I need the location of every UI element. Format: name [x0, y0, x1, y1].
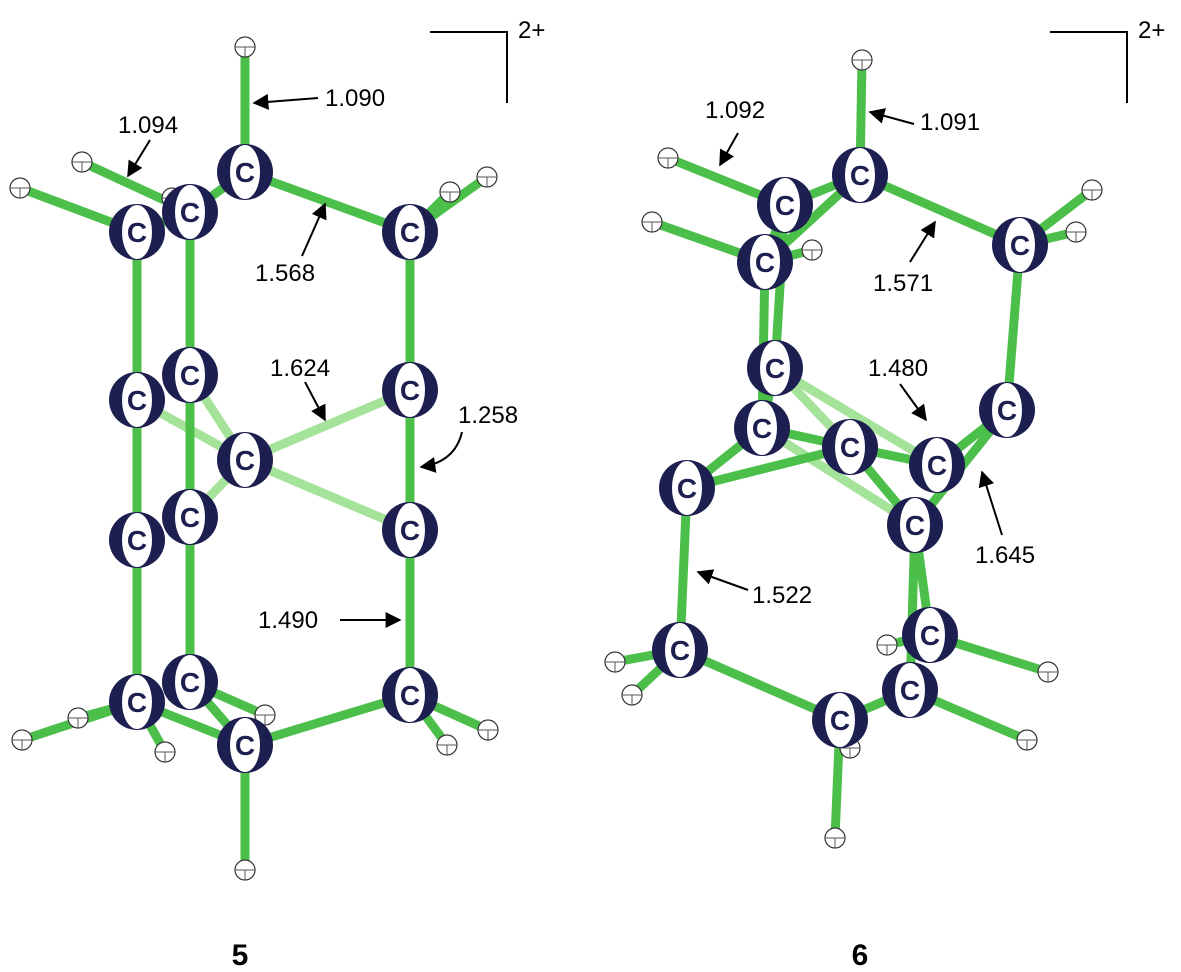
scene: CCCCCCCCCCCCCCCCCCCCCCCCCCCCCC 2+ 2+ 1.0… — [0, 0, 1181, 972]
arrow — [305, 382, 325, 420]
bond-label: 1.258 — [458, 402, 518, 429]
atom-label: C — [670, 635, 690, 666]
bond-label: 1.090 — [325, 85, 385, 112]
arrow — [698, 572, 748, 590]
bond-label: 1.480 — [868, 355, 928, 382]
bond-label: 1.091 — [920, 109, 980, 136]
atom-label: C — [997, 395, 1017, 426]
arrow — [910, 222, 935, 262]
atom-label: C — [127, 525, 147, 556]
bond-label: 1.522 — [752, 582, 812, 609]
atom-label: C — [400, 515, 420, 546]
compound-number: 5 — [232, 939, 249, 972]
atom-label: C — [180, 360, 200, 391]
bond-label: 1.094 — [118, 112, 178, 139]
atom-label: C — [235, 157, 255, 188]
bond-label: 1.092 — [705, 97, 765, 124]
bond-label: 1.568 — [255, 260, 315, 287]
arrow — [900, 384, 926, 420]
atom-label: C — [127, 385, 147, 416]
arrow — [720, 133, 738, 165]
atom-label: C — [235, 445, 255, 476]
atom-label: C — [235, 730, 255, 761]
atom-label: C — [180, 667, 200, 698]
arrow — [128, 140, 150, 176]
bond-label: 1.645 — [975, 542, 1035, 569]
arrow — [870, 112, 914, 124]
atom-label: C — [400, 375, 420, 406]
bond-label: 1.490 — [258, 607, 318, 634]
atom-label: C — [765, 353, 785, 384]
atom-label: C — [905, 510, 925, 541]
atom-label: C — [677, 473, 697, 504]
arrow — [421, 432, 462, 467]
atom-label: C — [180, 197, 200, 228]
compound-number: 6 — [852, 939, 869, 972]
bond-label: 1.571 — [873, 270, 933, 297]
atom-label: C — [830, 705, 850, 736]
atom-label: C — [920, 620, 940, 651]
atom-label: C — [752, 413, 772, 444]
arrow — [254, 98, 318, 103]
atom-label: C — [127, 687, 147, 718]
charge-bracket — [1050, 32, 1127, 103]
atom-label: C — [755, 247, 775, 278]
arrow — [982, 472, 1002, 535]
atom-label: C — [180, 502, 200, 533]
atom-label: C — [850, 160, 870, 191]
atom-label: C — [400, 680, 420, 711]
atom-label: C — [127, 217, 147, 248]
atom-label: C — [840, 432, 860, 463]
arrow — [302, 204, 325, 256]
atom-label: C — [775, 190, 795, 221]
atom-label: C — [400, 217, 420, 248]
charge: 2+ — [518, 17, 545, 44]
charge-bracket — [430, 32, 507, 103]
atom-label: C — [927, 450, 947, 481]
annotations: 2+ 2+ 1.090 1.094 1.568 1.624 1.258 1.49… — [118, 17, 1165, 972]
atom-label: C — [900, 675, 920, 706]
atom-label: C — [1010, 230, 1030, 261]
charge: 2+ — [1138, 17, 1165, 44]
bond-label: 1.624 — [270, 355, 330, 382]
